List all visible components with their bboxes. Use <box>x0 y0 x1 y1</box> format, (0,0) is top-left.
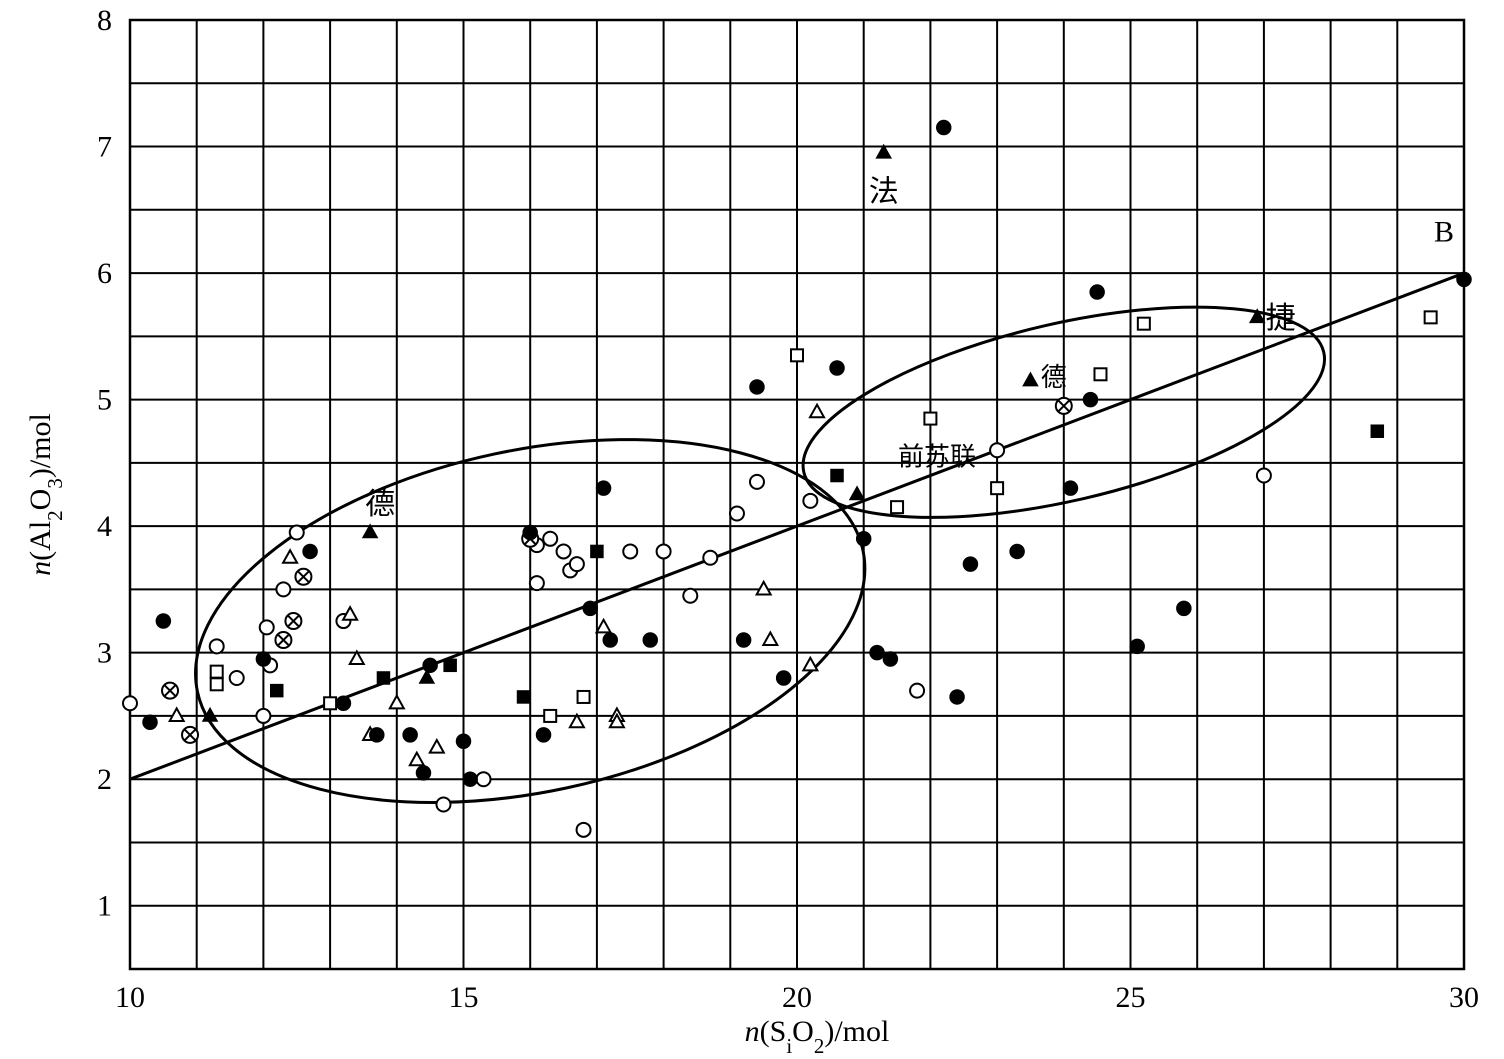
svg-text:15: 15 <box>449 981 479 1014</box>
svg-text:20: 20 <box>782 981 812 1014</box>
svg-text:法: 法 <box>869 175 899 208</box>
svg-text:4: 4 <box>97 510 112 543</box>
svg-text:25: 25 <box>1116 981 1146 1014</box>
svg-text:德: 德 <box>1041 363 1067 392</box>
svg-text:3: 3 <box>97 637 112 670</box>
svg-text:1: 1 <box>97 890 112 923</box>
svg-text:7: 7 <box>97 131 112 164</box>
svg-text:10: 10 <box>115 981 145 1014</box>
svg-text:8: 8 <box>97 4 112 37</box>
svg-text:6: 6 <box>97 257 112 290</box>
svg-text:5: 5 <box>97 384 112 417</box>
scatter-chart: B法捷德前苏联德101520253012345678n(SiO2)/moln(A… <box>0 0 1504 1059</box>
svg-text:德: 德 <box>365 488 395 521</box>
svg-text:捷: 捷 <box>1266 302 1296 335</box>
svg-text:B: B <box>1434 215 1454 248</box>
svg-text:2: 2 <box>97 763 112 796</box>
svg-text:30: 30 <box>1449 981 1479 1014</box>
svg-text:前苏联: 前苏联 <box>898 443 976 472</box>
